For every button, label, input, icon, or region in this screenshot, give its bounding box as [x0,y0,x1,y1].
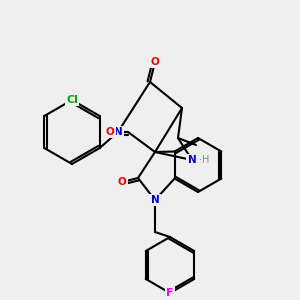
Text: O: O [151,57,159,67]
Text: N: N [114,127,122,137]
Text: O: O [118,177,126,187]
Text: O: O [106,127,114,137]
Text: N: N [188,155,196,165]
Text: Cl: Cl [66,95,78,105]
Text: ·H: ·H [199,155,209,165]
Text: N: N [151,195,159,205]
Text: F: F [166,288,174,298]
